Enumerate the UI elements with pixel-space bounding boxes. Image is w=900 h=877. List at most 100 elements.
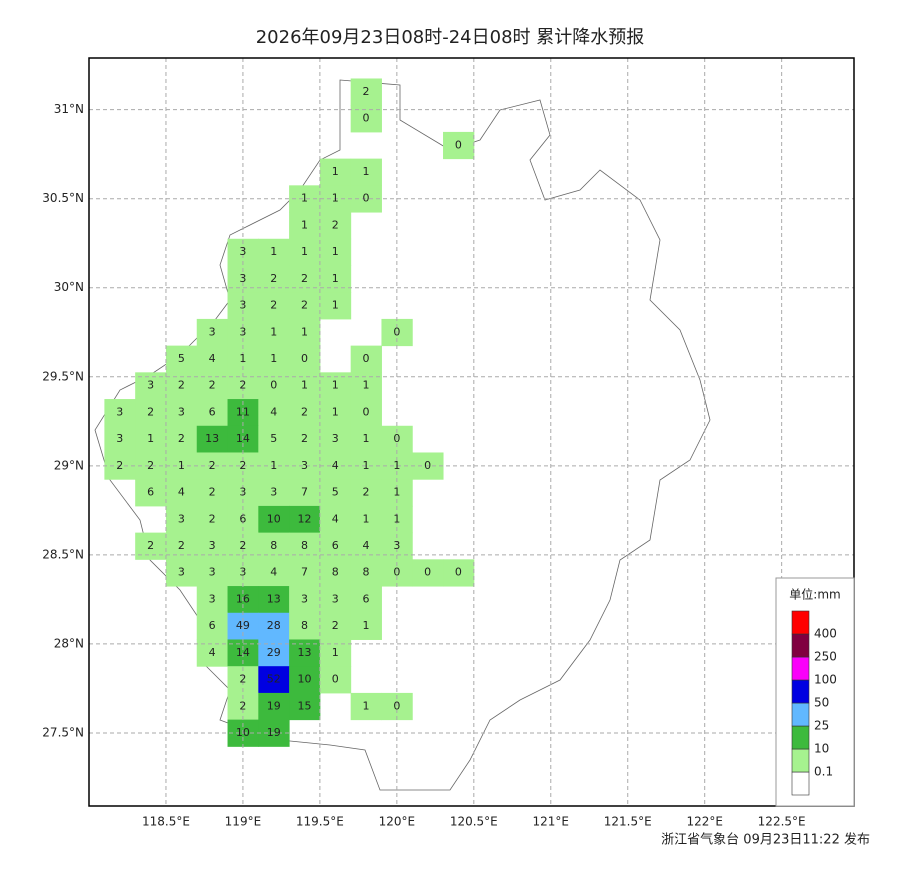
rain-value: 3 — [116, 432, 123, 445]
rain-value: 10 — [236, 726, 250, 739]
rain-cell — [350, 345, 382, 373]
rain-value: 1 — [393, 459, 400, 472]
rain-value: 14 — [236, 432, 250, 445]
rain-cell — [319, 612, 352, 640]
rain-cell — [319, 559, 352, 587]
rain-value: 2 — [363, 486, 370, 499]
y-tick-label: 29.5°N — [42, 369, 84, 383]
rain-cell — [289, 425, 321, 453]
rain-cell — [289, 612, 321, 640]
rain-value: 7 — [301, 566, 308, 579]
rain-value: 12 — [297, 512, 311, 525]
rain-value: 7 — [301, 486, 308, 499]
rain-cell — [319, 586, 352, 614]
rain-value: 2 — [209, 459, 216, 472]
rain-value: 2 — [332, 218, 339, 231]
rain-value: 1 — [332, 379, 339, 392]
rain-value: 1 — [301, 379, 308, 392]
legend-label: 25 — [814, 719, 829, 733]
rain-value: 2 — [209, 486, 216, 499]
x-tick-label: 120.5°E — [450, 815, 498, 829]
rain-cell — [350, 559, 382, 587]
rain-value: 6 — [239, 512, 246, 525]
legend-box — [775, 577, 855, 807]
rain-cell — [319, 479, 352, 507]
legend-label: 0.1 — [814, 765, 833, 779]
rain-value: 4 — [270, 405, 277, 418]
rain-value: 1 — [393, 486, 400, 499]
rain-cell — [196, 559, 229, 587]
rain-value: 2 — [116, 459, 123, 472]
rain-cell — [165, 559, 198, 587]
rain-value: 13 — [297, 646, 311, 659]
rain-cell — [258, 425, 290, 453]
rain-cell — [258, 318, 290, 347]
rain-value: 6 — [363, 592, 370, 605]
rain-value: 0 — [301, 352, 308, 365]
rain-value: 1 — [363, 699, 370, 712]
rain-value: 3 — [239, 486, 246, 499]
rain-cell — [350, 479, 382, 507]
rain-value: 1 — [270, 245, 277, 258]
rain-cell — [165, 399, 198, 427]
rain-cell — [196, 345, 229, 373]
rain-cell — [350, 425, 382, 453]
rain-cell — [319, 238, 352, 266]
rain-cell — [289, 505, 321, 534]
rain-value: 0 — [424, 566, 431, 579]
rain-cell — [412, 559, 444, 587]
legend-swatch — [791, 656, 810, 681]
rain-value: 13 — [205, 432, 219, 445]
rain-value: 2 — [301, 432, 308, 445]
rain-value: 3 — [209, 539, 216, 552]
rain-value: 8 — [363, 566, 370, 579]
rain-value: 1 — [270, 352, 277, 365]
rain-value: 1 — [147, 432, 154, 445]
rain-cell — [104, 399, 136, 427]
legend: 0.1 10 25 50 100 250 400 — [791, 610, 837, 796]
legend-swatch — [791, 748, 810, 773]
rain-value: 1 — [301, 325, 308, 338]
rain-value: 2 — [301, 299, 308, 312]
rain-cell — [350, 612, 382, 640]
rain-value: 29 — [267, 646, 281, 659]
rain-value: 5 — [270, 432, 277, 445]
rain-value: 15 — [297, 699, 311, 712]
rain-cell — [319, 505, 352, 534]
rain-value: 0 — [363, 405, 370, 418]
legend-label: 50 — [814, 696, 829, 710]
legend-swatch — [791, 725, 810, 750]
rain-value: 28 — [267, 619, 281, 632]
rain-cell — [289, 479, 321, 507]
legend-swatch — [791, 610, 810, 635]
legend-swatch — [791, 633, 810, 658]
rain-cell — [319, 399, 352, 427]
rain-cell — [443, 131, 475, 160]
rain-value: 2 — [332, 619, 339, 632]
rain-value: 0 — [393, 566, 400, 579]
rain-value: 1 — [301, 245, 308, 258]
rain-value: 5 — [332, 486, 339, 499]
graticule — [89, 58, 854, 806]
rain-value: 14 — [236, 646, 250, 659]
rain-value: 1 — [332, 165, 339, 178]
rain-value: 2 — [270, 299, 277, 312]
rain-value: 1 — [332, 646, 339, 659]
rain-value: 2 — [301, 405, 308, 418]
rain-value: 2 — [239, 459, 246, 472]
rain-cell — [196, 479, 229, 507]
rain-value: 6 — [147, 486, 154, 499]
rain-value: 6 — [209, 405, 216, 418]
rain-cell — [196, 425, 229, 453]
rain-value: 0 — [363, 112, 370, 125]
rain-value: 1 — [363, 379, 370, 392]
legend-swatch — [791, 679, 810, 704]
rain-value: 0 — [455, 138, 462, 151]
rain-value: 3 — [301, 592, 308, 605]
rain-value: 0 — [363, 352, 370, 365]
rain-value: 2 — [270, 272, 277, 285]
rain-cell — [258, 586, 290, 614]
rain-value: 52 — [267, 673, 281, 686]
